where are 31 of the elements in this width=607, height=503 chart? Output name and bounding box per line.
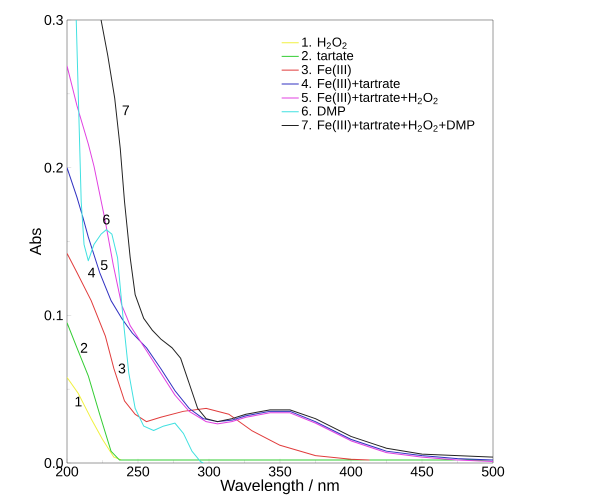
annotation: 2 xyxy=(80,342,88,353)
legend-label: 2. tartate xyxy=(302,51,354,60)
x-tick-label: 350 xyxy=(268,466,292,476)
legend-label: 3. Fe(III) xyxy=(302,64,351,77)
y-tick-label: 0.2 xyxy=(44,162,63,173)
x-tick-label: 450 xyxy=(410,466,434,476)
annotation: 7 xyxy=(122,105,129,116)
y-tick-label: 0.3 xyxy=(44,15,63,25)
legend-label: 4. Fe(III)+tartrate xyxy=(302,78,400,91)
annotation: 4 xyxy=(88,268,96,278)
line-series xyxy=(67,252,370,461)
annotation: 5 xyxy=(100,260,108,270)
line-series xyxy=(100,20,494,458)
line-series xyxy=(76,20,204,463)
legend-label: 1. H$_{2}$O$_{2}$ xyxy=(302,37,347,49)
annotation: 1 xyxy=(76,396,82,406)
y-tick-label: 0.0 xyxy=(44,458,63,468)
annotation: 3 xyxy=(118,364,126,374)
y-tick-label: 0.1 xyxy=(44,310,63,320)
line-series xyxy=(67,376,122,461)
x-tick-label: 300 xyxy=(198,466,220,476)
line-series xyxy=(67,167,494,461)
x-tick-label: 500 xyxy=(482,466,504,476)
legend-label: 7. Fe(III)+tartrate+H$_{2}$O$_{2}$+DMP xyxy=(302,120,474,132)
x-tick-label: 250 xyxy=(127,466,150,476)
x-tick-label: 200 xyxy=(56,466,78,476)
legend-label: 5. Fe(III)+tartrate+H$_{2}$O$_{2}$ xyxy=(302,92,438,105)
x-tick-label: 400 xyxy=(340,466,362,476)
y-axis-title: Abs xyxy=(29,228,42,256)
x-axis-title: Wavelength / nm xyxy=(220,479,339,494)
legend-label: 6. DMP xyxy=(302,106,346,116)
